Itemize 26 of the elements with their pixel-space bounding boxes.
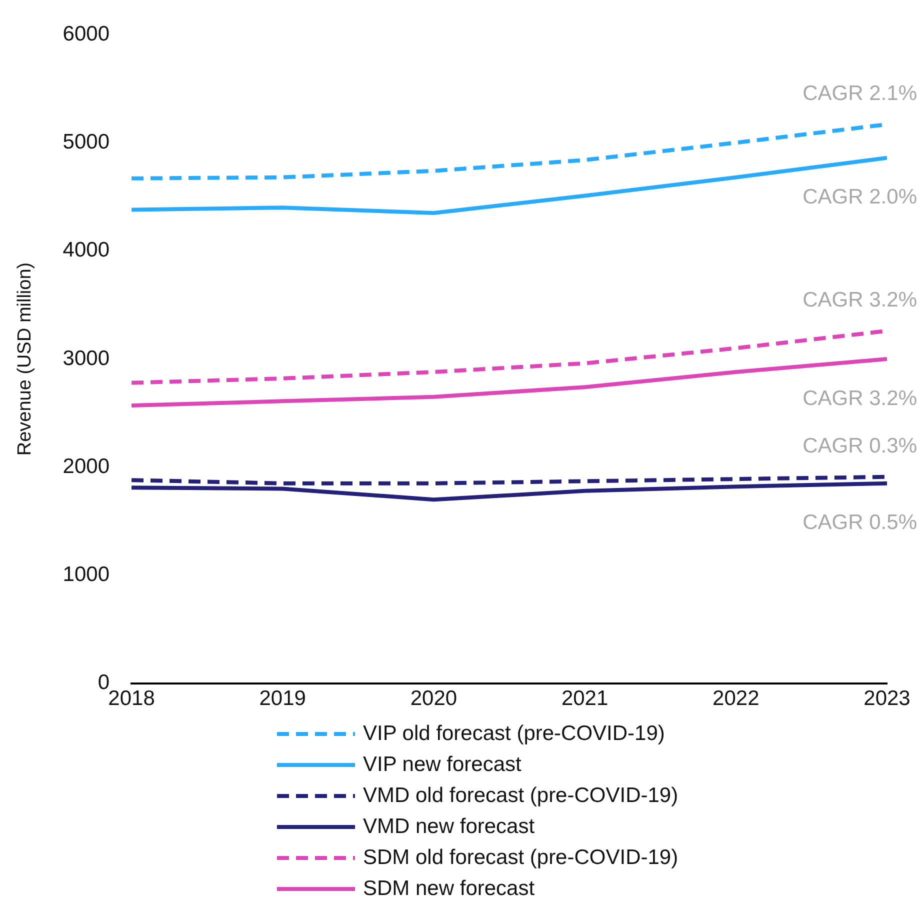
x-tick-label: 2021 (561, 686, 608, 710)
legend-label: VMD old forecast (pre-COVID-19) (363, 784, 678, 808)
annotation: CAGR 2.1% (802, 82, 917, 106)
y-tick-label: 6000 (62, 22, 110, 46)
y-tick-label: 1000 (62, 563, 110, 586)
annotation: CAGR 0.3% (802, 434, 917, 458)
x-tick-label: 2018 (108, 686, 155, 710)
annotation: CAGR 3.2% (802, 288, 917, 312)
legend-label: VMD new forecast (363, 814, 535, 838)
y-tick-label: 3000 (62, 346, 110, 370)
y-tick-label: 5000 (62, 130, 110, 154)
annotation: CAGR 0.5% (802, 511, 917, 534)
y-tick-label: 2000 (62, 454, 110, 478)
legend-label: SDM new forecast (363, 876, 535, 900)
y-tick-label: 0 (98, 671, 110, 694)
legend-label: VIP old forecast (pre-COVID-19) (363, 722, 665, 746)
legend-label: VIP new forecast (363, 752, 522, 776)
x-tick-label: 2020 (410, 686, 458, 710)
annotation: CAGR 2.0% (802, 186, 917, 209)
x-tick-label: 2022 (712, 686, 760, 710)
annotation: CAGR 3.2% (802, 386, 917, 410)
x-tick-label: 2023 (864, 686, 910, 710)
x-tick-label: 2019 (259, 686, 306, 710)
y-axis-title: Revenue (USD million) (14, 262, 36, 456)
legend-label: SDM old forecast (pre-COVID-19) (363, 846, 678, 870)
y-tick-label: 4000 (62, 238, 110, 262)
